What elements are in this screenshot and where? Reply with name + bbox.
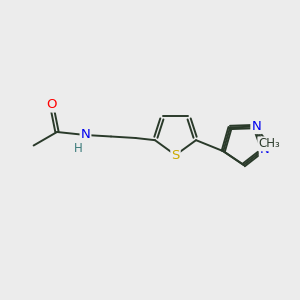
Text: H: H — [74, 142, 82, 155]
Text: CH₃: CH₃ — [258, 137, 280, 150]
Text: O: O — [46, 98, 57, 112]
Text: S: S — [171, 148, 180, 162]
Text: N: N — [81, 128, 90, 142]
Text: N: N — [260, 143, 270, 156]
Text: N: N — [251, 120, 261, 133]
